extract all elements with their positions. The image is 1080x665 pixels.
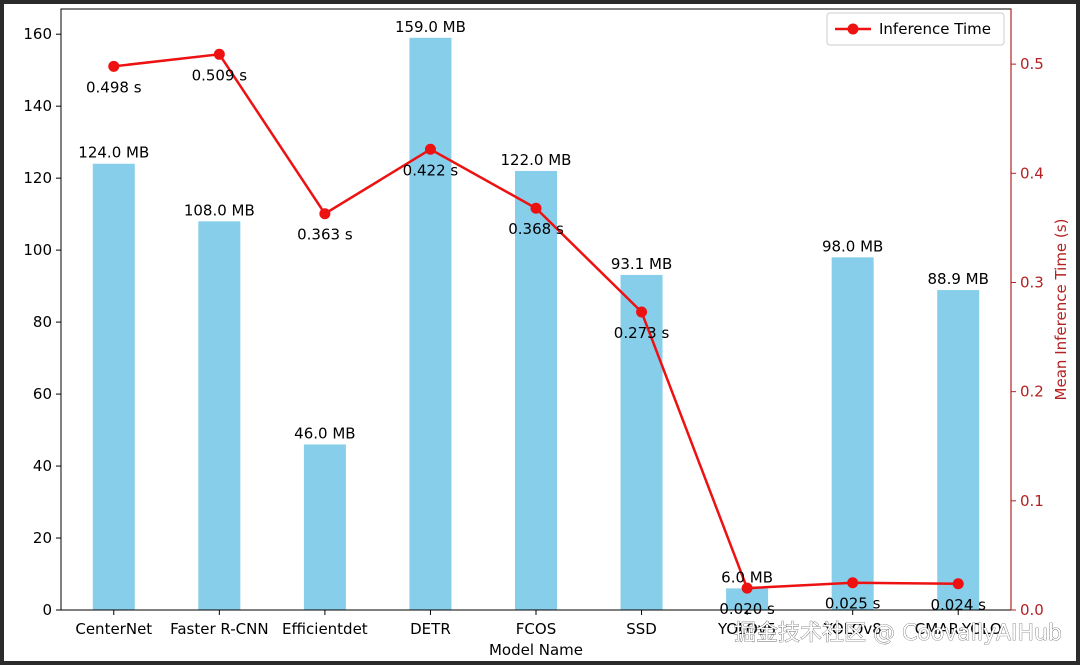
time-value-label-8: 0.024 s <box>930 596 986 614</box>
time-value-label-7: 0.025 s <box>825 595 881 613</box>
y2-tick-label-4: 0.4 <box>1020 164 1044 182</box>
bar-value-label-8: 88.9 MB <box>928 270 989 288</box>
time-value-label-0: 0.498 s <box>86 78 142 96</box>
x-tick-label-7: YOLOv8 <box>823 620 882 638</box>
bar-4 <box>515 170 557 610</box>
time-value-label-4: 0.368 s <box>508 220 564 238</box>
bar-3 <box>409 37 452 611</box>
bar-2 <box>303 444 346 610</box>
time-value-label-5: 0.273 s <box>614 324 670 342</box>
inference-point-3 <box>424 143 436 155</box>
y-tick-label-5: 100 <box>23 241 52 259</box>
watermark-text: 掘金技术社区 @ CoovallyAIHub <box>734 621 1062 646</box>
bar-7 <box>831 257 874 610</box>
chart-frame: 0 20 40 60 80 100 120 140 160 0.0 0.1 0.2 0.3 0.4 0.5 C… <box>4 4 1076 661</box>
legend-label: Inference Time <box>879 20 991 38</box>
inference-point-1 <box>213 48 225 60</box>
inference-point-6 <box>741 582 753 594</box>
x-tick-label-1: Faster R-CNN <box>170 620 268 638</box>
bar-line-chart: 0 20 40 60 80 100 120 140 160 0.0 0.1 0.2 0.3 0.4 0.5 C… <box>23 8 1070 659</box>
y2-tick-label-1: 0.1 <box>1020 492 1044 510</box>
y2-tick-label-2: 0.2 <box>1020 383 1044 401</box>
time-value-label-6: 0.020 s <box>719 600 775 618</box>
bar-0 <box>92 163 135 610</box>
bar-8 <box>937 290 980 610</box>
y2-tick-label-3: 0.3 <box>1020 273 1044 291</box>
y-tick-label-7: 140 <box>23 97 52 115</box>
y2-tick-label-5: 0.5 <box>1020 55 1044 73</box>
y-tick-label-6: 120 <box>23 169 52 187</box>
bar-1 <box>198 221 241 610</box>
time-value-label-1: 0.509 s <box>192 66 248 84</box>
legend-box <box>826 12 1005 46</box>
x-axis-title: Model Name <box>489 641 583 659</box>
x-tick-label-0: CenterNet <box>75 620 152 638</box>
inference-point-4 <box>530 202 542 214</box>
bar-value-label-1: 108.0 MB <box>184 201 255 219</box>
x-tick-label-6: YOLOv5 <box>717 620 776 638</box>
y-tick-label-4: 80 <box>33 313 52 331</box>
bar-value-label-0: 124.0 MB <box>78 144 149 162</box>
inference-point-0 <box>108 60 120 72</box>
y-tick-label-1: 20 <box>33 529 52 547</box>
x-tick-label-4: FCOS <box>516 620 556 638</box>
bar-value-label-6: 6.0 MB <box>721 568 773 586</box>
y-tick-label-3: 60 <box>33 385 52 403</box>
inference-point-2 <box>319 208 331 220</box>
y2-tick-label-0: 0.0 <box>1020 601 1044 619</box>
inference-point-5 <box>636 306 648 318</box>
x-tick-label-8: CMAR-YOLO <box>915 620 1002 638</box>
x-tick-label-3: DETR <box>410 620 451 638</box>
y2-axis-title: Mean Inference Time (s) <box>1052 219 1070 401</box>
bar-value-label-4: 122.0 MB <box>501 151 572 169</box>
bar-5 <box>620 274 663 610</box>
y-tick-label-8: 160 <box>23 25 52 43</box>
x-tick-label-2: Efficientdet <box>282 620 368 638</box>
y-tick-label-2: 40 <box>33 457 52 475</box>
legend-marker-swatch <box>847 23 859 35</box>
y-tick-label-0: 0 <box>42 601 52 619</box>
time-value-label-2: 0.363 s <box>297 226 353 244</box>
time-value-label-3: 0.422 s <box>403 161 459 179</box>
bar-value-label-5: 93.1 MB <box>611 255 672 273</box>
bar-value-label-3: 159.0 MB <box>395 18 466 36</box>
x-tick-label-5: SSD <box>626 620 657 638</box>
inference-point-7 <box>847 577 859 589</box>
bar-6 <box>726 588 769 610</box>
inference-point-8 <box>952 578 964 590</box>
bar-value-label-7: 98.0 MB <box>822 237 883 255</box>
bar-value-label-2: 46.0 MB <box>294 424 355 442</box>
